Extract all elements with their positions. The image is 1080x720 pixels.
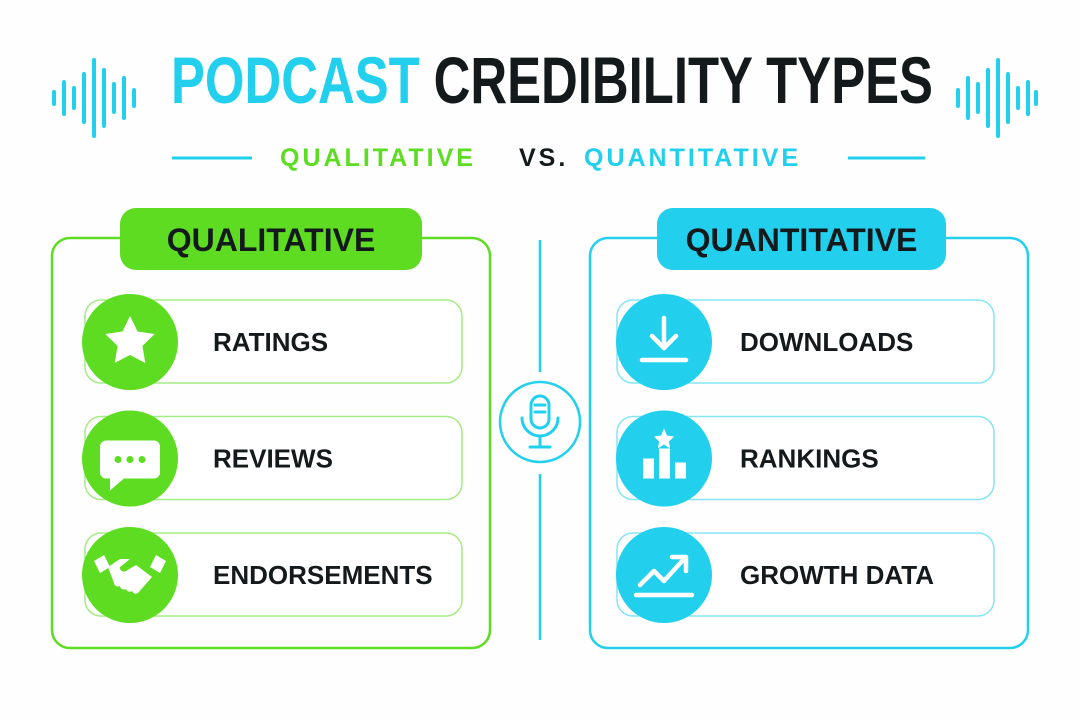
title-main: CREDIBILITY TYPES xyxy=(434,43,933,117)
icon-part xyxy=(643,428,686,479)
icon-part xyxy=(654,428,674,449)
icon-part xyxy=(669,554,689,574)
icon-part xyxy=(675,462,686,479)
item-label: RANKINGS xyxy=(740,444,879,474)
icon-part xyxy=(637,556,687,588)
icon-part xyxy=(633,554,695,598)
icon-part xyxy=(150,555,166,573)
title: PODCASTCREDIBILITY TYPES xyxy=(171,43,933,117)
item-icon xyxy=(105,316,155,363)
icon-part xyxy=(94,555,110,573)
sound-wave-right xyxy=(956,58,1038,138)
item-label: GROWTH DATA xyxy=(740,560,934,590)
item-icon xyxy=(639,315,689,363)
icon-part xyxy=(94,555,166,594)
title-accent: PODCAST xyxy=(171,43,420,117)
item-icon xyxy=(100,440,160,491)
subtitle-left: QUALITATIVE xyxy=(280,144,476,172)
icon-part xyxy=(108,559,152,594)
panel-title: QUANTITATIVE xyxy=(686,222,918,258)
icon-part xyxy=(639,315,689,363)
panel-title-pill xyxy=(657,208,946,270)
icon-part xyxy=(659,448,670,479)
item-label: REVIEWS xyxy=(213,444,333,474)
icon-part xyxy=(114,456,122,463)
panel-title-pill xyxy=(120,208,422,270)
panel-title: QUALITATIVE xyxy=(167,222,376,258)
item-label: DOWNLOADS xyxy=(740,327,913,357)
icon-part xyxy=(126,456,134,463)
microphone-icon xyxy=(498,380,582,464)
panels: QUALITATIVERATINGSREVIEWSENDORSEMENTSQUA… xyxy=(50,208,1030,650)
icon-part xyxy=(643,458,654,479)
item-icon xyxy=(94,555,166,594)
subtitle-right: QUANTITATIVE xyxy=(584,144,801,172)
icon-part xyxy=(529,394,551,430)
sound-wave-left xyxy=(52,58,136,138)
icon-part xyxy=(100,440,160,491)
item-icon xyxy=(643,428,686,479)
item-icon xyxy=(633,554,695,598)
panel: QUALITATIVE RATINGS REVIEWS ENDORSEMENTS xyxy=(50,208,492,650)
icon-part xyxy=(105,316,155,363)
icon-part xyxy=(498,380,582,464)
subtitle-vs: VS. xyxy=(519,144,568,172)
item-icon-circle xyxy=(616,527,712,623)
item-label: RATINGS xyxy=(213,327,328,357)
icon-part xyxy=(138,456,146,463)
item-label: ENDORSEMENTS xyxy=(213,560,433,590)
icon-part xyxy=(649,333,679,351)
panel: QUANTITATIVE DOWNLOADS RANKINGS GROWTH DATA xyxy=(588,208,1030,650)
